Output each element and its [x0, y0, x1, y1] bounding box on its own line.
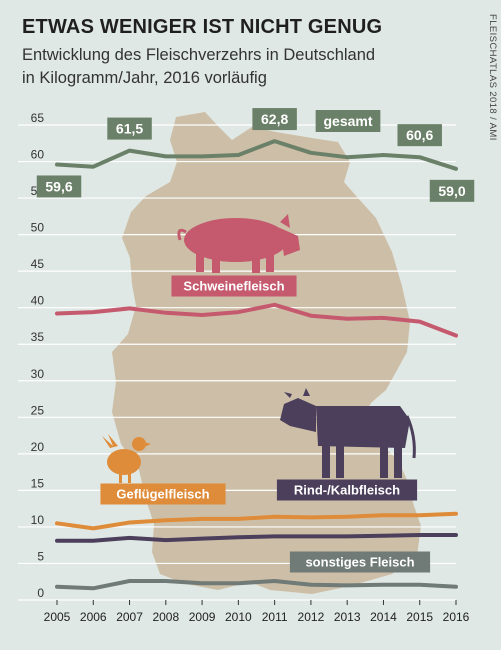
x-tick-label: 2007 — [116, 610, 143, 624]
series-label-gesamt: gesamt — [315, 110, 381, 132]
series-label-gefluegelfleisch-text: Geflügelfleisch — [116, 487, 209, 502]
y-tick-label: 50 — [31, 221, 45, 235]
series-line-gesamt — [55, 139, 458, 171]
x-tick-label: 2011 — [262, 610, 288, 624]
pig-icon — [177, 214, 300, 273]
y-tick-label: 10 — [31, 513, 45, 527]
series-label-schweinefleisch: Schweinefleisch — [171, 275, 297, 297]
series-label-schweinefleisch-bg — [171, 275, 297, 297]
y-tick-label: 0 — [37, 586, 44, 600]
subtitle-line-2: in Kilogramm/Jahr, 2016 vorläufig — [22, 69, 267, 87]
value-label-2016: 59,0 — [429, 179, 475, 202]
x-tick-label: 2012 — [298, 610, 325, 624]
y-tick-label: 35 — [31, 330, 45, 344]
y-tick-label: 5 — [37, 549, 44, 563]
value-label-2007-text: 61,5 — [116, 121, 143, 137]
y-tick-label: 45 — [31, 257, 45, 271]
value-label-2015-bg — [397, 124, 442, 147]
series-label-gesamt-text: gesamt — [323, 113, 372, 129]
x-tick-label: 2015 — [406, 610, 433, 624]
value-label-2011-bg — [252, 108, 297, 131]
x-tick-label: 2008 — [152, 610, 179, 624]
series-label-rind-kalbfleisch-bg — [276, 479, 418, 501]
series-label-schweinefleisch-text: Schweinefleisch — [183, 279, 284, 294]
y-tick-label: 65 — [31, 111, 45, 125]
x-tick-label: 2009 — [189, 610, 216, 624]
y-tick-label: 30 — [31, 367, 45, 381]
value-label-2015-text: 60,6 — [406, 127, 433, 143]
series-label-sonstiges-fleisch: sonstiges Fleisch — [289, 551, 431, 573]
series-label-sonstiges-fleisch-bg — [289, 551, 431, 573]
value-label-2011-text: 62,8 — [261, 111, 288, 127]
x-tick-label: 2010 — [225, 610, 252, 624]
series-line-gefl-gelfleisch — [55, 511, 458, 531]
value-label-2005: 59,6 — [36, 175, 82, 198]
series-label-gefluegelfleisch: Geflügelfleisch — [100, 483, 226, 505]
chicken-icon — [102, 434, 151, 483]
y-tick-label: 20 — [31, 440, 45, 454]
y-tick-label: 25 — [31, 403, 45, 417]
chart-subtitle: Entwicklung des Fleischverzehrs in Deuts… — [22, 44, 442, 90]
value-label-2005-bg — [36, 175, 82, 198]
value-label-2005-text: 59,6 — [45, 179, 72, 195]
y-tick-label: 60 — [31, 148, 45, 162]
x-tick-label: 2006 — [80, 610, 107, 624]
series-labels: 59,6 61,5 62,8 60,6 59,0 gesamt Schweinefleisc… — [36, 108, 475, 573]
x-tick-label: 2013 — [334, 610, 361, 624]
source-credit: FLEISCHATLAS 2018 / AMI — [487, 14, 498, 141]
series-label-rind-kalbfleisch-text: Rind-/Kalbfleisch — [294, 483, 400, 498]
value-label-2016-bg — [429, 179, 475, 202]
x-axis-ticks: 2005 2006 2007 2008 2009 2010 2011 2012 2013 2014… — [44, 600, 470, 624]
value-label-2015: 60,6 — [397, 124, 442, 147]
series-line-schweinefleisch — [55, 302, 458, 338]
series-label-gesamt-bg — [315, 110, 381, 132]
x-tick-label: 2014 — [370, 610, 397, 624]
x-tick-label: 2005 — [44, 610, 71, 624]
series-line-rind-kalbfleisch — [55, 533, 458, 543]
y-tick-label: 40 — [31, 294, 45, 308]
x-tick-label: 2016 — [443, 610, 470, 624]
value-label-2011: 62,8 — [252, 108, 297, 131]
series-line-sonstiges-fleisch — [55, 579, 458, 591]
subtitle-line-1: Entwicklung des Fleischverzehrs in Deuts… — [22, 46, 376, 64]
series-label-sonstiges-fleisch-text: sonstiges Fleisch — [305, 555, 414, 570]
value-label-2016-text: 59,0 — [438, 183, 465, 199]
y-tick-label: 15 — [31, 476, 45, 490]
series-label-gefluegelfleisch-bg — [100, 483, 226, 505]
series-lines — [55, 139, 458, 591]
y-axis-ticks: 05101520253035404550556065 — [31, 111, 45, 600]
cow-icon — [280, 388, 416, 478]
value-label-2007: 61,5 — [107, 117, 152, 140]
chart-title: ETWAS WENIGER IST NICHT GENUG — [22, 16, 383, 38]
value-label-2007-bg — [107, 117, 152, 140]
series-label-rind-kalbfleisch: Rind-/Kalbfleisch — [276, 479, 418, 501]
